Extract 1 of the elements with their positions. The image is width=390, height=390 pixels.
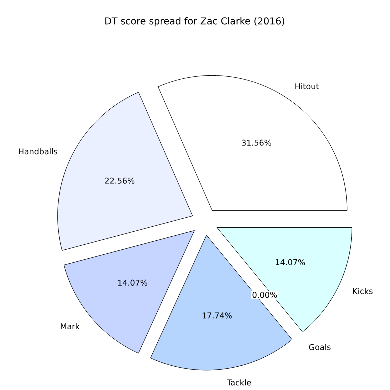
chart-title: DT score spread for Zac Clarke (2016) — [106, 17, 285, 27]
